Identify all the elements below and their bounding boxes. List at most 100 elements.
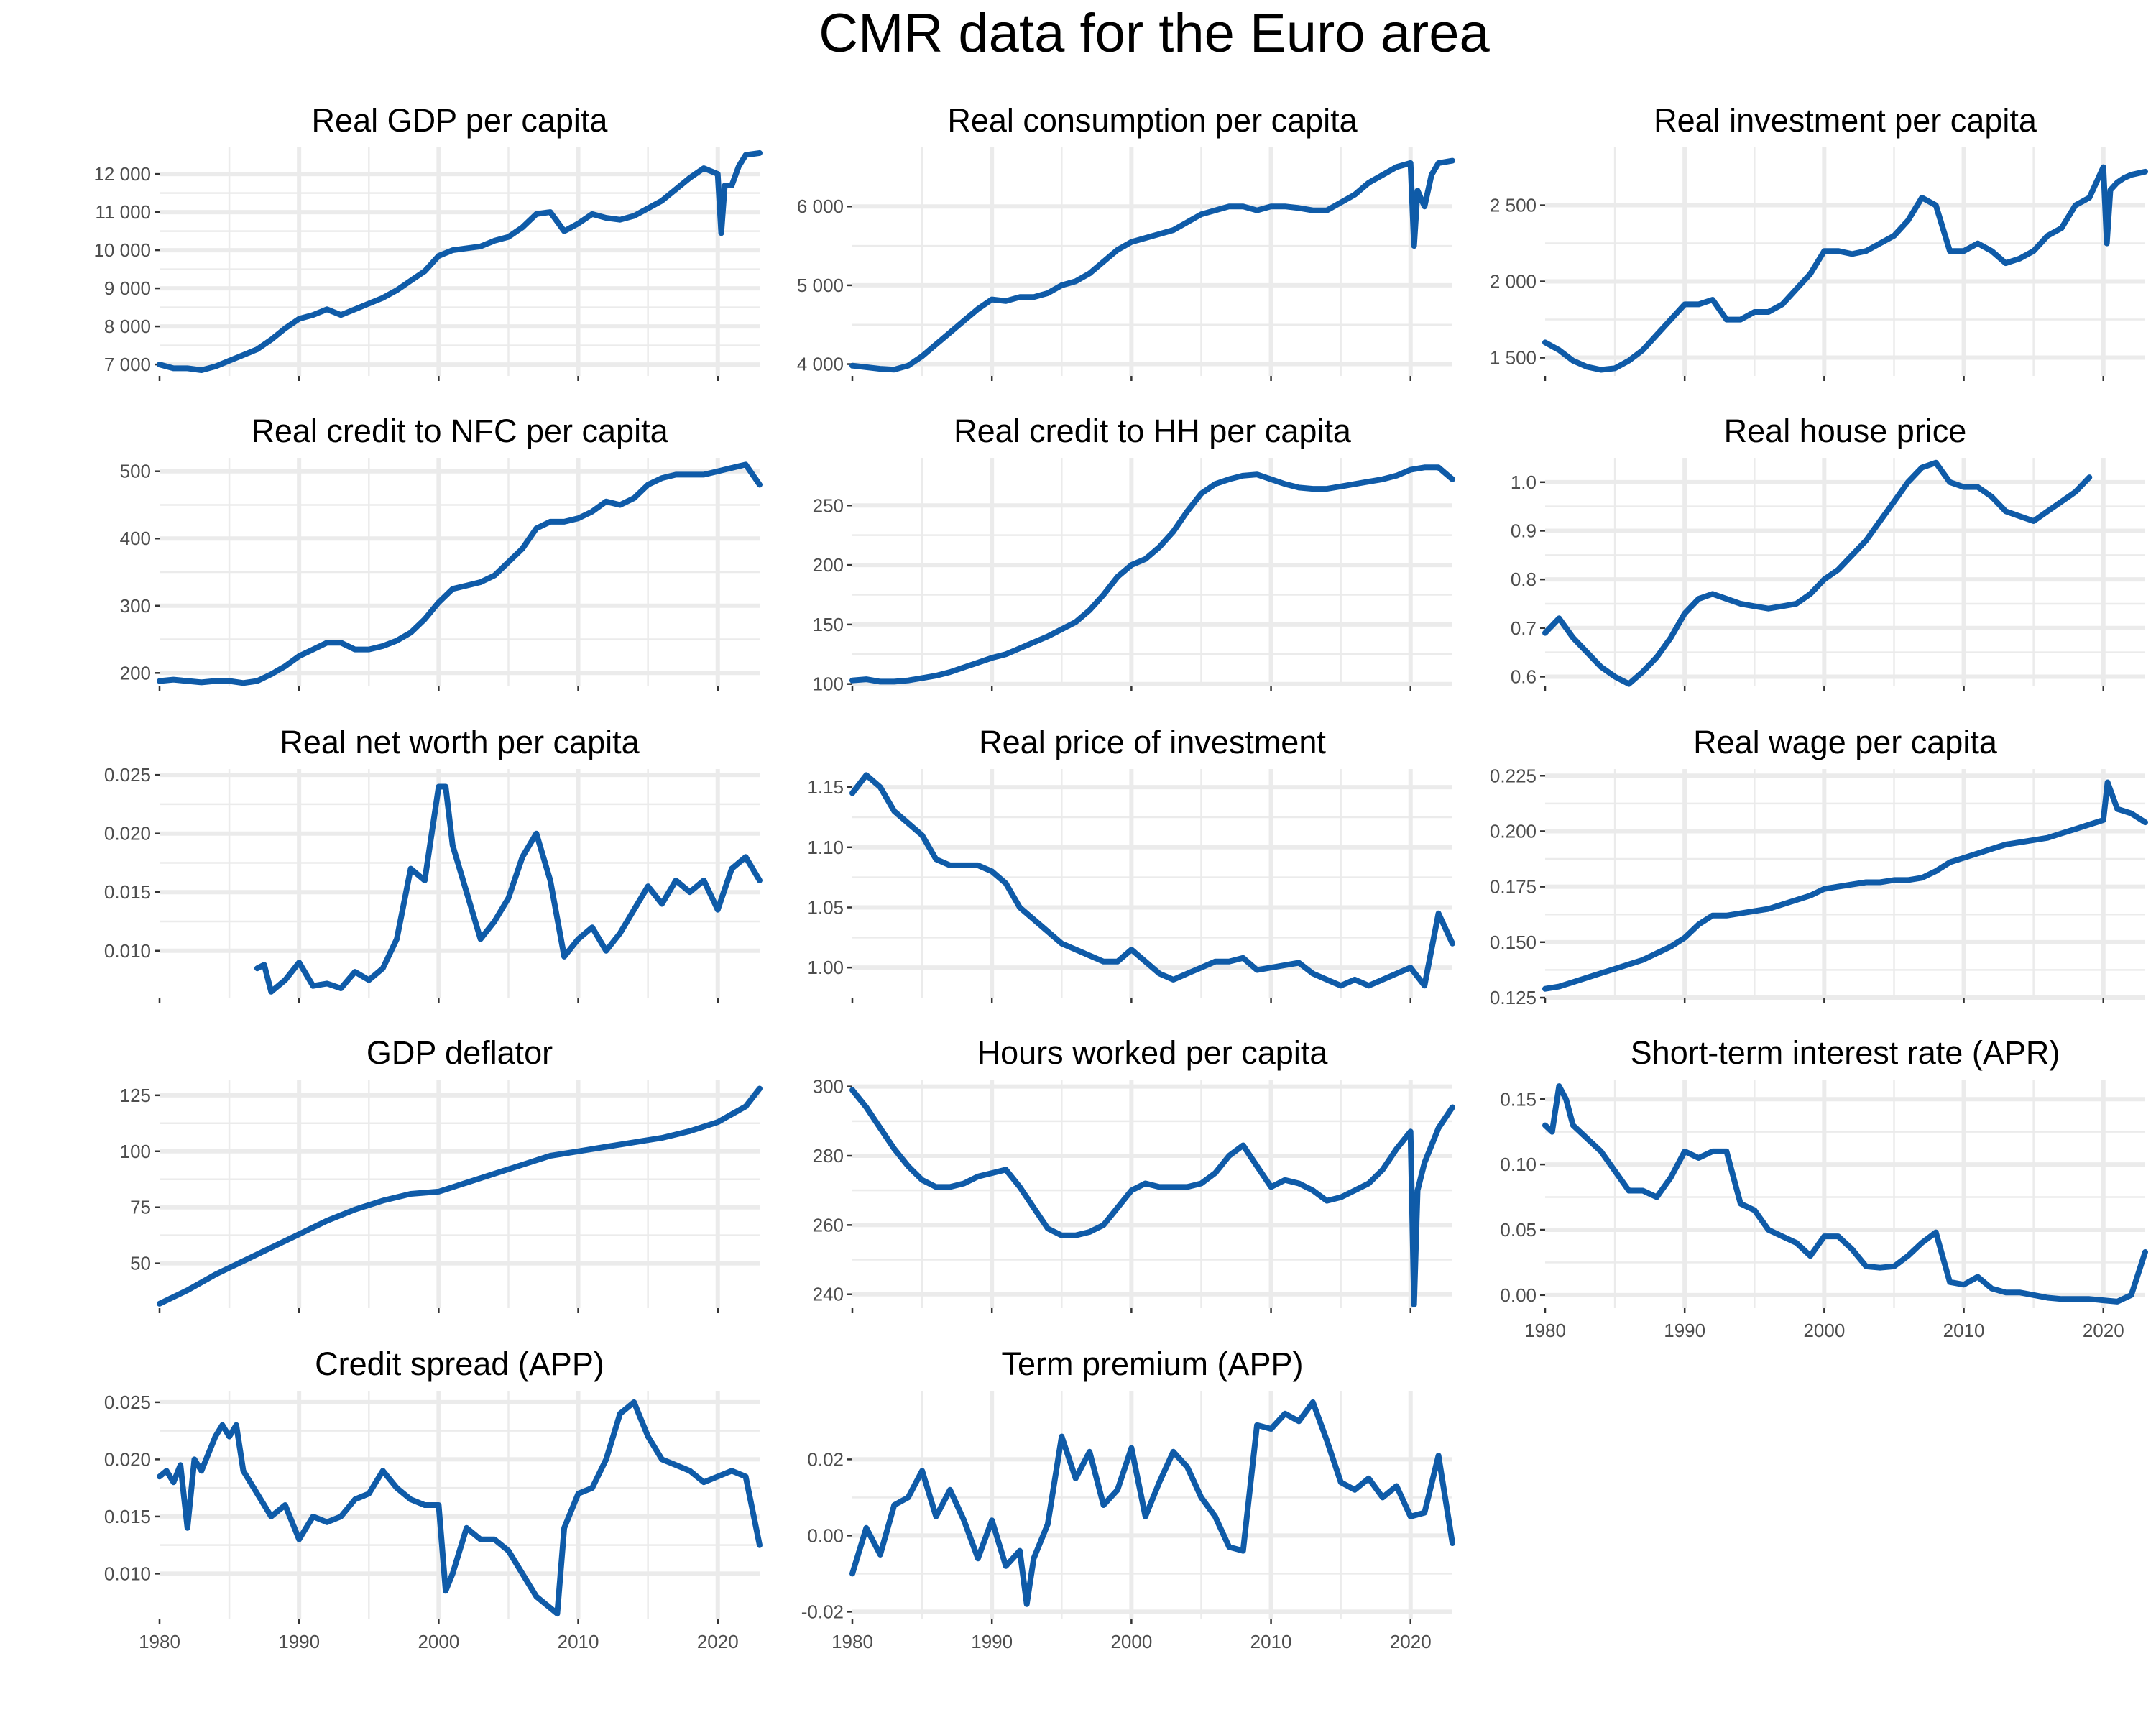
series-line (254, 783, 763, 995)
y-tick-label: 0.15 (1500, 1088, 1537, 1110)
x-tick-label: 1990 (1664, 1320, 1705, 1341)
series-line (157, 461, 763, 686)
y-tick-label: 50 (130, 1253, 151, 1274)
panel-title: Real price of investment (979, 724, 1326, 760)
panel-11: Hours worked per capita 240 260 280 300 (813, 1034, 1455, 1313)
y-tick-label: 4 000 (797, 354, 844, 375)
series-line (157, 1399, 763, 1617)
x-tick-label: 1980 (831, 1631, 873, 1652)
panel-6: Real house price 0.6 0.7 0.8 0.9 1.0 (1511, 413, 2145, 691)
series-line (849, 1087, 1455, 1308)
panel-8: Real price of investment 1.00 1.05 1.10 1.15 (807, 724, 1455, 1003)
x-tick-label: 1990 (278, 1631, 320, 1652)
x-tick-label: 1980 (1524, 1320, 1566, 1341)
panel-9: Real wage per capita 0.125 0.150 0.175 0.200… (1490, 724, 2148, 1008)
x-tick-label: 2010 (558, 1631, 599, 1652)
y-tick-label: 5 000 (797, 275, 844, 296)
y-tick-label: 2 000 (1490, 271, 1537, 293)
panel-12: Short-term interest rate (APR) 0.00 0.05 0.… (1500, 1034, 2148, 1341)
series-line (849, 1399, 1455, 1607)
y-tick-label: 6 000 (797, 196, 844, 217)
panel-4: Real credit to NFC per capita 200 300 400 50… (120, 413, 763, 691)
y-tick-label: 400 (120, 528, 151, 549)
y-tick-label: 280 (813, 1145, 844, 1167)
panel-title: Short-term interest rate (APR) (1631, 1034, 2060, 1071)
y-tick-label: 0.7 (1511, 617, 1537, 639)
x-tick-label: 2010 (1250, 1631, 1292, 1652)
y-tick-label: 300 (813, 1076, 844, 1098)
panel-title: GDP deflator (367, 1034, 553, 1071)
y-tick-label: 0.025 (104, 1392, 151, 1413)
panel-title: Real GDP per capita (312, 102, 609, 139)
series-line (1542, 164, 2148, 373)
y-tick-label: 0.05 (1500, 1219, 1537, 1241)
x-tick-label: 2020 (1390, 1631, 1432, 1652)
y-tick-label: 0.020 (104, 823, 151, 845)
panel-title: Real wage per capita (1693, 724, 1998, 760)
panel-5: Real credit to HH per capita 100 150 200 250 (813, 413, 1455, 695)
y-tick-label: 0.015 (104, 1506, 151, 1527)
panel-13: Credit spread (APP) 0.010 0.015 0.020 0.025 1… (104, 1346, 763, 1652)
panel-title: Real consumption per capita (947, 102, 1358, 139)
series-line (157, 1085, 763, 1307)
y-tick-label: 1.00 (807, 957, 844, 978)
y-tick-label: 500 (120, 461, 151, 482)
series-line (157, 150, 763, 373)
y-tick-label: 0.125 (1490, 987, 1537, 1008)
y-tick-label: 7 000 (104, 354, 151, 375)
series-line (1542, 779, 2148, 992)
y-tick-label: 1.10 (807, 837, 844, 858)
panel-title: Hours worked per capita (977, 1034, 1329, 1071)
y-tick-label: 0.6 (1511, 666, 1537, 687)
y-tick-label: 250 (813, 494, 844, 516)
y-tick-label: 260 (813, 1214, 844, 1236)
series-line (1542, 1083, 2148, 1305)
panel-10: GDP deflator 50 75 100 125 (120, 1034, 763, 1313)
y-tick-label: 0.10 (1500, 1154, 1537, 1175)
y-tick-label: 0.015 (104, 881, 151, 903)
x-tick-label: 2000 (418, 1631, 459, 1652)
y-tick-label: 75 (130, 1197, 151, 1218)
panel-title: Real house price (1724, 413, 1967, 449)
panel-title: Credit spread (APP) (315, 1346, 604, 1382)
y-tick-label: 100 (813, 673, 844, 695)
y-tick-label: 0.025 (104, 764, 151, 786)
y-tick-label: 12 000 (93, 163, 151, 185)
series-line (849, 157, 1455, 373)
x-tick-label: 2020 (697, 1631, 739, 1652)
y-tick-label: 1.15 (807, 776, 844, 798)
panel-grid: Real GDP per capita 7 000 8 000 9 000 10 000… (93, 102, 2148, 1652)
y-tick-label: 1.05 (807, 896, 844, 918)
y-tick-label: 0.200 (1490, 820, 1537, 842)
y-tick-label: 1.0 (1511, 472, 1537, 493)
series-line (1542, 459, 2093, 687)
panel-7: Real net worth per capita 0.010 0.015 0.020… (104, 724, 763, 1003)
y-tick-label: 0.175 (1490, 876, 1537, 898)
y-tick-label: 100 (120, 1141, 151, 1162)
panel-title: Real credit to HH per capita (954, 413, 1352, 449)
y-tick-label: 150 (813, 614, 844, 635)
series-line (849, 772, 1455, 989)
y-tick-label: 0.010 (104, 1563, 151, 1584)
panel-title: Real net worth per capita (280, 724, 640, 760)
y-tick-label: 200 (813, 554, 844, 576)
y-tick-label: 0.010 (104, 940, 151, 962)
panel-2: Real consumption per capita 4 000 5 000 6 0… (797, 102, 1455, 381)
y-tick-label: 200 (120, 662, 151, 684)
figure-title: CMR data for the Euro area (819, 3, 1490, 64)
y-tick-label: 11 000 (95, 201, 151, 223)
y-tick-label: 0.020 (104, 1448, 151, 1470)
x-tick-label: 2010 (1943, 1320, 1985, 1341)
y-tick-label: 9 000 (104, 277, 151, 299)
x-tick-label: 2000 (1110, 1631, 1152, 1652)
panel-title: Real investment per capita (1654, 102, 2037, 139)
y-tick-label: 8 000 (104, 316, 151, 337)
y-tick-label: -0.02 (801, 1601, 844, 1622)
panel-title: Real credit to NFC per capita (251, 413, 668, 449)
y-tick-label: 125 (120, 1085, 151, 1106)
x-tick-label: 1980 (139, 1631, 180, 1652)
y-tick-label: 0.00 (807, 1524, 844, 1546)
y-tick-label: 0.150 (1490, 932, 1537, 953)
x-tick-label: 1990 (971, 1631, 1013, 1652)
y-tick-label: 240 (813, 1284, 844, 1305)
